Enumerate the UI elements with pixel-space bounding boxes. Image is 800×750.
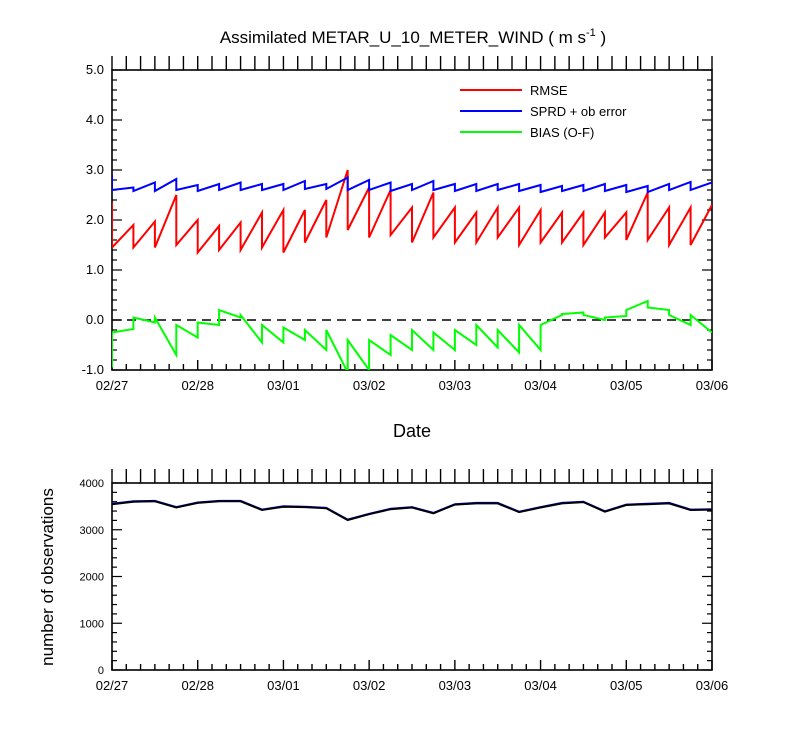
x-tick-label: 03/02: [353, 378, 386, 393]
y-tick-marks: [112, 482, 712, 671]
y-tick-label: 4000: [80, 478, 104, 490]
chart-title-suffix: ): [596, 28, 606, 47]
x-tick-label: 03/04: [524, 678, 557, 693]
series-group: [112, 499, 712, 522]
x-tick-label: 03/04: [524, 378, 557, 393]
y-tick-label: -1.0: [82, 362, 104, 377]
x-tick-label: 02/27: [96, 678, 129, 693]
chart-title-main: Assimilated METAR_U_10_METER_WIND ( m s: [220, 28, 586, 47]
rmse-spread-bias-chart: 02/27 02/28 03/01 03/02 03/03 03/04 03/05 03/06…: [82, 56, 729, 393]
y-tick-label: 3.0: [86, 162, 104, 177]
observation-count-chart: 02/27 02/28 03/01 03/02 03/03 03/04 03/05 03/06…: [80, 469, 729, 693]
x-tick-label: 03/01: [267, 378, 300, 393]
x-axis-label: Date: [393, 421, 431, 441]
x-tick-label: 03/03: [439, 378, 472, 393]
y-tick-label: 2000: [80, 572, 104, 584]
legend-label: RMSE: [530, 83, 568, 98]
x-tick-label: 03/06: [696, 678, 729, 693]
series-line-series-1: [112, 500, 712, 522]
y-tick-label: 1.0: [86, 262, 104, 277]
series-line-series-0: [112, 499, 712, 521]
y-tick-label: 0: [98, 665, 104, 677]
x-tick-label: 03/05: [610, 378, 643, 393]
chart-title: Assimilated METAR_U_10_METER_WIND ( m s-…: [220, 27, 606, 47]
x-tick-label: 02/27: [96, 378, 129, 393]
x-tick-label: 03/06: [696, 378, 729, 393]
y-axis-label: number of observations: [38, 488, 57, 666]
x-tick-label: 03/03: [439, 678, 472, 693]
series-line-sprd-ob-error: [112, 175, 712, 194]
x-tick-label: 02/28: [181, 378, 214, 393]
series-group: [112, 169, 712, 370]
x-tick-label: 02/28: [181, 678, 214, 693]
legend-label: BIAS (O-F): [530, 125, 594, 140]
series-line-rmse: [112, 169, 712, 256]
x-tick-marks: [111, 469, 713, 670]
x-tick-label: 03/02: [353, 678, 386, 693]
x-tick-label: 03/05: [610, 678, 643, 693]
y-tick-label: 2.0: [86, 212, 104, 227]
chart-title-superscript: -1: [586, 27, 596, 39]
y-tick-label: 5.0: [86, 62, 104, 77]
y-tick-label: 0.0: [86, 312, 104, 327]
y-tick-label: 3000: [80, 525, 104, 537]
y-tick-label: 1000: [80, 618, 104, 630]
legend-label: SPRD + ob error: [530, 104, 627, 119]
y-tick-label: 4.0: [86, 112, 104, 127]
plot-frame: [111, 482, 713, 671]
series-line-bias-o-f: [112, 299, 712, 370]
legend: RMSE SPRD + ob error BIAS (O-F): [460, 83, 627, 140]
x-tick-label: 03/01: [267, 678, 300, 693]
